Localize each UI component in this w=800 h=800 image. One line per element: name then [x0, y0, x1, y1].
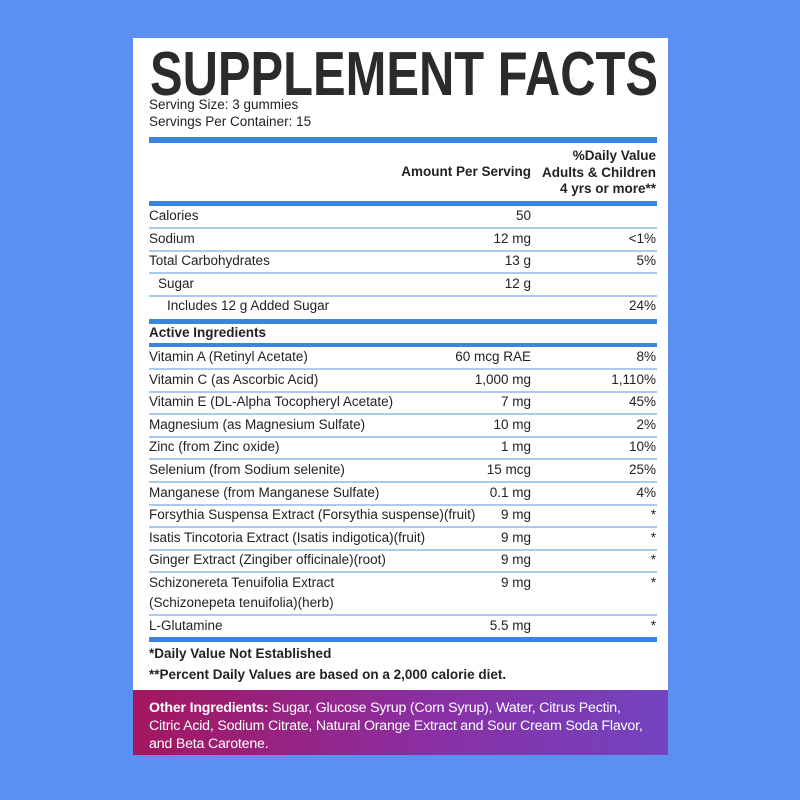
row-name: Sugar — [158, 275, 195, 291]
row-name: Sodium — [149, 230, 195, 246]
row-divider — [149, 294, 657, 297]
row-amount: 5.5 mg — [489, 617, 531, 633]
row-amount: 10 mg — [493, 416, 531, 432]
row-name: Manganese (from Manganese Sulfate) — [149, 484, 380, 500]
row-dv: * — [650, 507, 656, 523]
row-dv: 25% — [628, 462, 656, 477]
row-dv: * — [650, 575, 656, 590]
dv-header: Adults & Children — [542, 164, 656, 180]
row-divider — [149, 571, 657, 574]
row-dv: 45% — [628, 394, 656, 410]
active-heading: Active Ingredients — [149, 324, 267, 340]
servings-per-container: Servings Per Container: 15 — [149, 114, 312, 129]
row-divider — [149, 526, 657, 529]
dv-header: %Daily Value — [572, 148, 656, 163]
row-name: Magnesium (as Magnesium Sulfate) — [149, 416, 366, 432]
row-dv: <1% — [628, 230, 656, 246]
row-amount: 60 mcg RAE — [455, 349, 531, 364]
row-dv: 1,110% — [611, 371, 656, 387]
title: SUPPLEMENT FACTS — [150, 40, 658, 100]
row-name: Vitamin C (as Ascorbic Acid) — [149, 371, 319, 387]
row-amount: 1,000 mg — [474, 371, 531, 387]
row-name: Vitamin A (Retinyl Acetate) — [149, 349, 308, 364]
row-amount: 9 mg — [500, 507, 531, 523]
row-divider — [149, 249, 657, 252]
footnote: *Daily Value Not Established — [149, 646, 332, 661]
row-name: Includes 12 g Added Sugar — [167, 298, 330, 314]
thick-rule — [149, 137, 657, 143]
thick-rule — [149, 343, 657, 347]
row-dv: * — [650, 617, 656, 633]
row-divider — [149, 435, 657, 438]
row-amount: 12 mg — [493, 230, 531, 246]
row-dv: 2% — [636, 416, 656, 432]
row-dv: 5% — [636, 253, 656, 269]
row-name: Forsythia Suspensa Extract (Forsythia su… — [149, 507, 476, 523]
footnote: **Percent Daily Values are based on a 2,… — [149, 667, 507, 682]
row-amount: 1 mg — [500, 439, 531, 455]
row-name: Total Carbohydrates — [149, 253, 270, 269]
row-name: Calories — [149, 208, 199, 223]
row-name: Vitamin E (DL-Alpha Tocopheryl Acetate) — [149, 394, 394, 410]
other-label: Other Ingredients: — [149, 700, 269, 716]
row-divider — [149, 614, 657, 616]
row-amount: 7 mg — [500, 394, 531, 410]
facts-panel — [133, 38, 668, 690]
row-amount: 9 mg — [500, 529, 531, 545]
serving-size: Serving Size: 3 gummies — [149, 97, 299, 112]
row-name: Isatis Tincotoria Extract (Isatis indigo… — [149, 529, 426, 545]
row-divider — [149, 413, 657, 416]
row-amount: 50 — [515, 208, 531, 223]
row-name: Selenium (from Sodium selenite) — [149, 462, 345, 477]
thick-rule — [149, 637, 657, 643]
row-dv: * — [650, 552, 656, 568]
row-divider — [149, 390, 657, 393]
row-name: (Schizonepeta tenuifolia)(herb) — [149, 595, 334, 610]
amount-header: Amount Per Serving — [401, 164, 531, 179]
row-amount: 9 mg — [500, 575, 531, 590]
row-dv: 4% — [636, 484, 656, 500]
row-amount: 12 g — [504, 275, 531, 291]
row-amount: 0.1 mg — [489, 484, 531, 500]
row-divider — [149, 368, 657, 370]
row-amount: 9 mg — [500, 552, 531, 568]
row-divider — [149, 272, 657, 275]
row-dv: * — [650, 529, 656, 545]
row-name: Ginger Extract (Zingiber officinale)(roo… — [149, 552, 386, 568]
thick-rule — [149, 319, 657, 324]
row-dv: 10% — [628, 439, 656, 455]
dv-header: 4 yrs or more** — [559, 181, 656, 196]
row-name: Zinc (from Zinc oxide) — [149, 439, 280, 455]
row-divider — [149, 227, 657, 229]
title-area: SUPPLEMENT FACTS — [150, 40, 658, 100]
other-ingredients: Other Ingredients: Sugar, Glucose Syrup … — [133, 690, 668, 755]
row-dv: 24% — [628, 298, 656, 314]
thick-rule — [149, 201, 657, 206]
row-divider — [149, 548, 657, 551]
row-divider — [149, 481, 657, 483]
row-amount: 13 g — [504, 253, 531, 269]
other-text: Sugar, Glucose Syrup (Corn Syrup), Water… — [149, 700, 643, 752]
row-divider — [149, 458, 657, 461]
row-name: Schizonereta Tenuifolia Extract — [149, 575, 335, 590]
row-divider — [149, 503, 657, 506]
row-dv: 8% — [636, 349, 656, 364]
row-amount: 15 mcg — [486, 462, 531, 477]
other-ingredients-text: Other Ingredients: Sugar, Glucose Syrup … — [133, 690, 668, 753]
row-name: L-Glutamine — [149, 617, 223, 633]
